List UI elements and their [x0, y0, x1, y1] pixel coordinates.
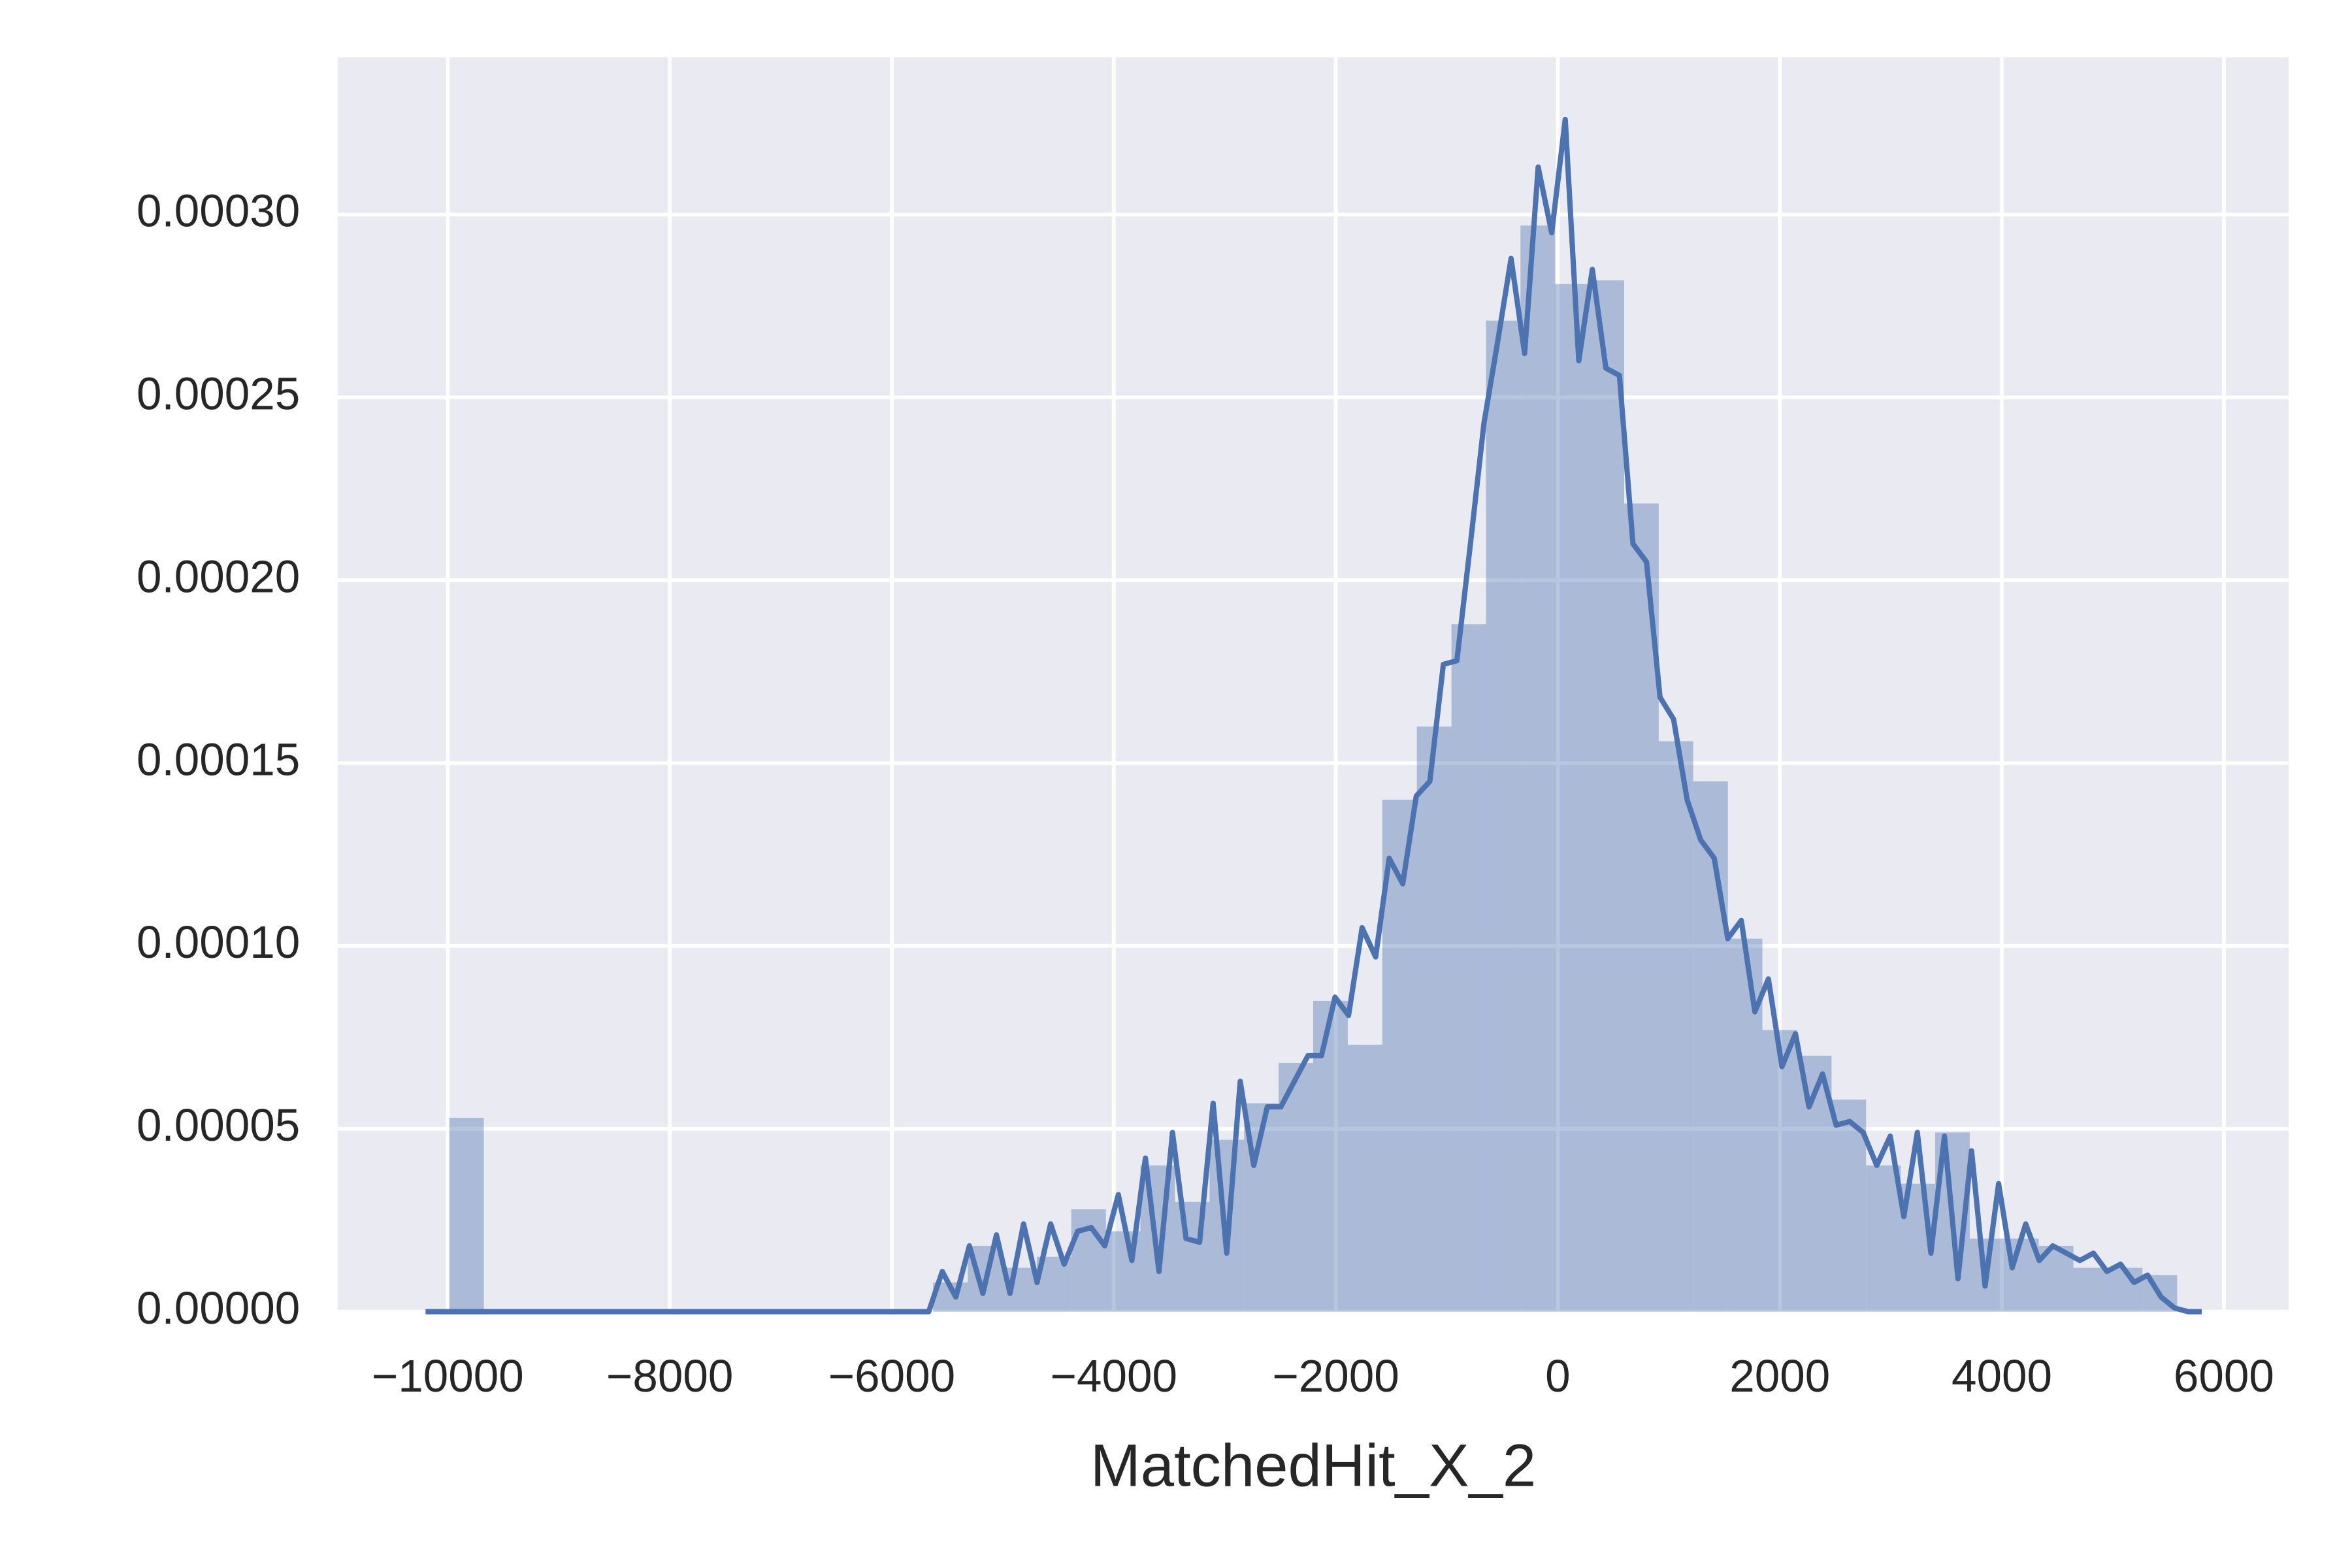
x-tick-label: 6000 — [2174, 1350, 2274, 1401]
histogram-bar — [1590, 280, 1625, 1312]
histogram-bar — [2073, 1267, 2108, 1312]
x-tick-label: −2000 — [1272, 1350, 1399, 1401]
y-tick-label: 0.00010 — [137, 917, 300, 968]
y-tick-label: 0.00005 — [137, 1100, 300, 1151]
marks — [425, 116, 2202, 1315]
histogram-bar — [1727, 938, 1763, 1312]
histogram-bar — [449, 1118, 484, 1312]
histogram-bar — [1313, 1000, 1348, 1312]
histogram-bar — [1762, 1030, 1797, 1312]
histogram-bar — [1658, 741, 1693, 1312]
x-tick-label: 4000 — [1952, 1350, 2052, 1401]
histogram-bar — [1555, 284, 1590, 1312]
y-tick-label: 0.00025 — [137, 368, 300, 419]
histogram-bar — [1866, 1165, 1901, 1312]
x-tick-label: −8000 — [606, 1350, 733, 1401]
histogram-bar — [1693, 781, 1728, 1312]
y-tick-label: 0.00015 — [137, 734, 300, 785]
histogram-bar — [1486, 320, 1521, 1312]
plot-area — [337, 57, 2289, 1312]
y-tick-label: 0.00020 — [137, 551, 300, 602]
y-tick-label: 0.00000 — [137, 1282, 300, 1333]
x-tick-label: −10000 — [372, 1350, 524, 1401]
y-tick-label: 0.00030 — [137, 186, 300, 237]
x-tick-label: 2000 — [1729, 1350, 1830, 1401]
histogram-bar — [2108, 1267, 2143, 1312]
histogram-bar — [1416, 727, 1452, 1312]
histogram-bar — [1071, 1209, 1106, 1312]
histogram-bar — [1347, 1045, 1382, 1312]
x-axis-label: MatchedHit_X_2 — [1090, 1431, 1536, 1499]
histogram-bar — [1831, 1100, 1867, 1312]
x-tick-label: 0 — [1545, 1350, 1571, 1401]
x-tick-label: −6000 — [828, 1350, 955, 1401]
histogram-bar — [1520, 225, 1556, 1312]
grid — [337, 57, 2289, 1314]
kde-line — [425, 116, 2202, 1315]
x-tick-label: −4000 — [1051, 1350, 1177, 1401]
histogram-bar — [1451, 624, 1486, 1312]
